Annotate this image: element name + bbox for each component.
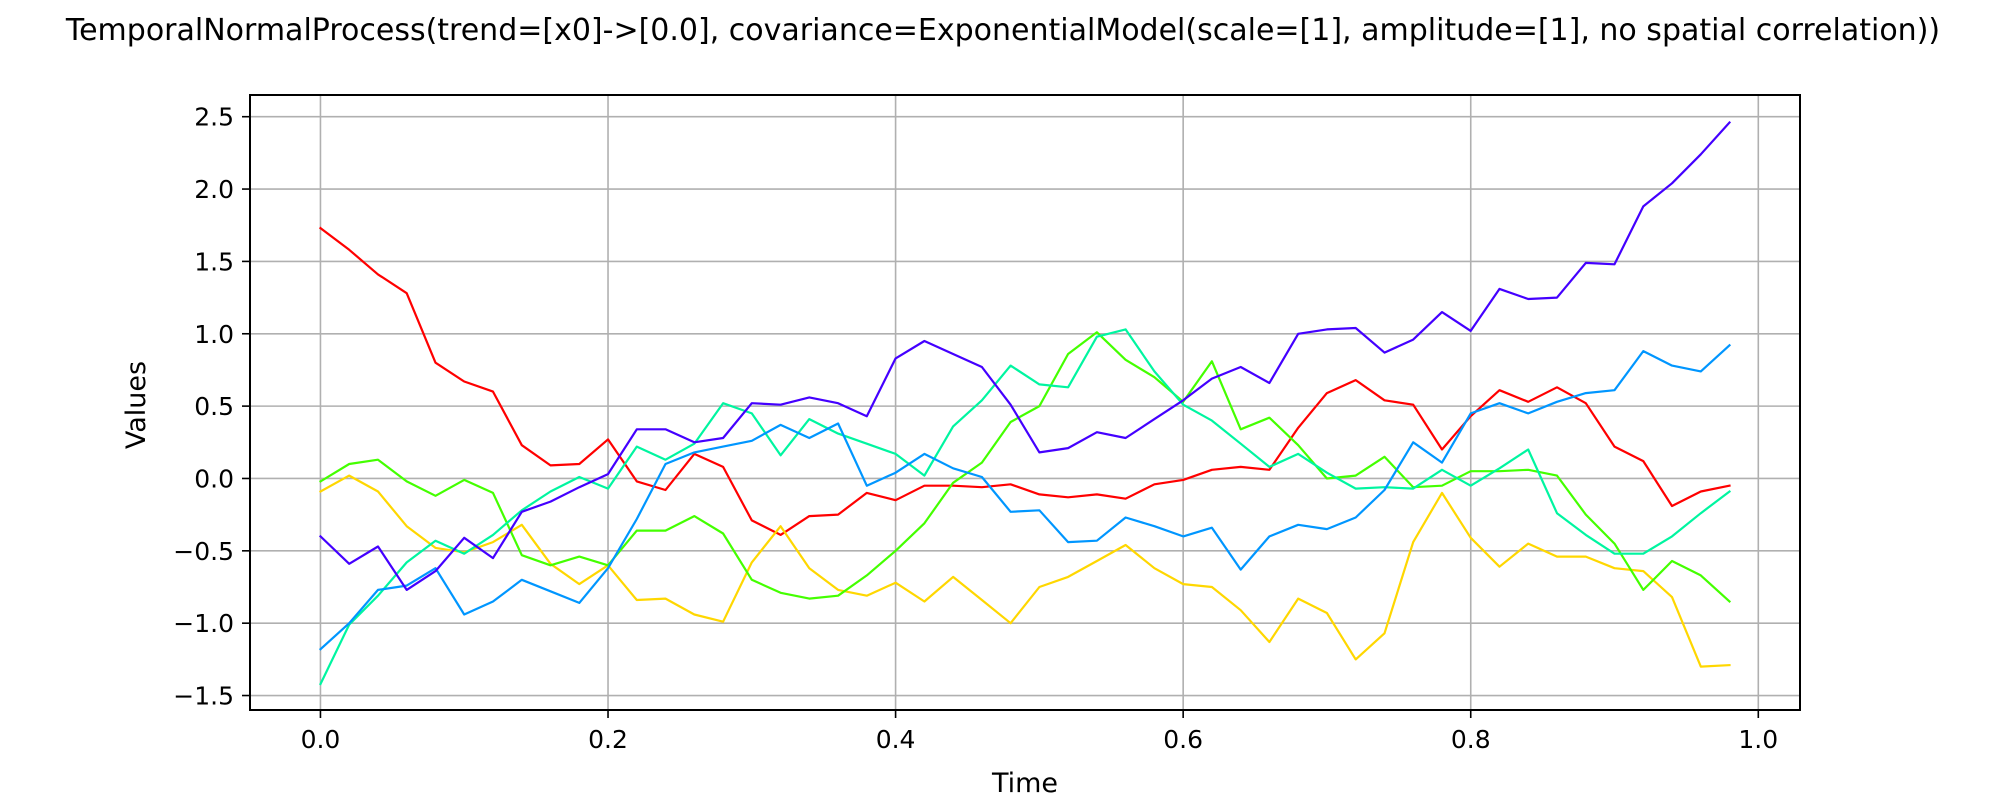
grid-lines	[250, 95, 1800, 710]
series-lines	[318, 120, 1732, 686]
x-tick-label: 0.8	[1451, 725, 1491, 754]
series-line-1	[318, 226, 1731, 537]
chart-title: TemporalNormalProcess(trend=[x0]->[0.0],…	[65, 13, 1940, 48]
series-line-4	[319, 328, 1732, 686]
plot-frame	[249, 94, 1801, 711]
x-tick-label: 0.6	[1163, 725, 1203, 754]
x-axis-label: Time	[991, 768, 1058, 799]
y-tick-label: −1.0	[173, 609, 234, 638]
x-tick-label: 0.0	[301, 725, 341, 754]
y-tick-label: 1.0	[194, 320, 234, 349]
y-tick-label: 2.5	[194, 103, 234, 132]
axis-ticks: 0.0 0.2 0.4 0.6 0.8 1.0 2.5 2.0 1.5 1.0 0.5 0.0 −0.5…	[173, 103, 1778, 754]
series-line-3	[318, 331, 1732, 604]
y-tick-label: 2.0	[194, 175, 234, 204]
y-tick-label: 0.5	[194, 392, 234, 421]
y-axis-label: Values	[121, 361, 152, 449]
y-tick-label: 0.0	[194, 464, 234, 493]
y-tick-label: 1.5	[194, 247, 234, 276]
y-tick-label: −1.5	[173, 682, 234, 711]
series-line-6	[318, 120, 1732, 592]
y-tick-label: −0.5	[173, 537, 234, 566]
x-tick-label: 0.4	[876, 725, 916, 754]
series-line-2	[319, 474, 1731, 668]
x-tick-label: 1.0	[1738, 725, 1778, 754]
x-tick-label: 0.2	[588, 725, 628, 754]
series-line-5	[318, 343, 1732, 651]
